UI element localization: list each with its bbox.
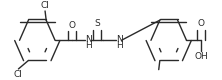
- Text: H: H: [116, 41, 123, 50]
- Text: N: N: [116, 35, 123, 44]
- Text: S: S: [95, 19, 100, 28]
- Text: Cl: Cl: [14, 70, 23, 79]
- Text: O: O: [68, 21, 75, 30]
- Text: O: O: [197, 19, 204, 28]
- Text: OH: OH: [194, 52, 208, 61]
- Text: Cl: Cl: [41, 1, 50, 10]
- Text: N: N: [85, 35, 92, 44]
- Text: H: H: [85, 41, 92, 50]
